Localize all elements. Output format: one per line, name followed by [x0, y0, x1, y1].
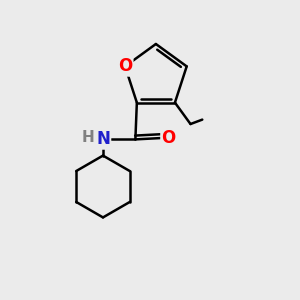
Text: O: O — [118, 57, 132, 75]
Text: H: H — [82, 130, 94, 146]
Text: N: N — [96, 130, 110, 148]
Text: O: O — [161, 129, 176, 147]
